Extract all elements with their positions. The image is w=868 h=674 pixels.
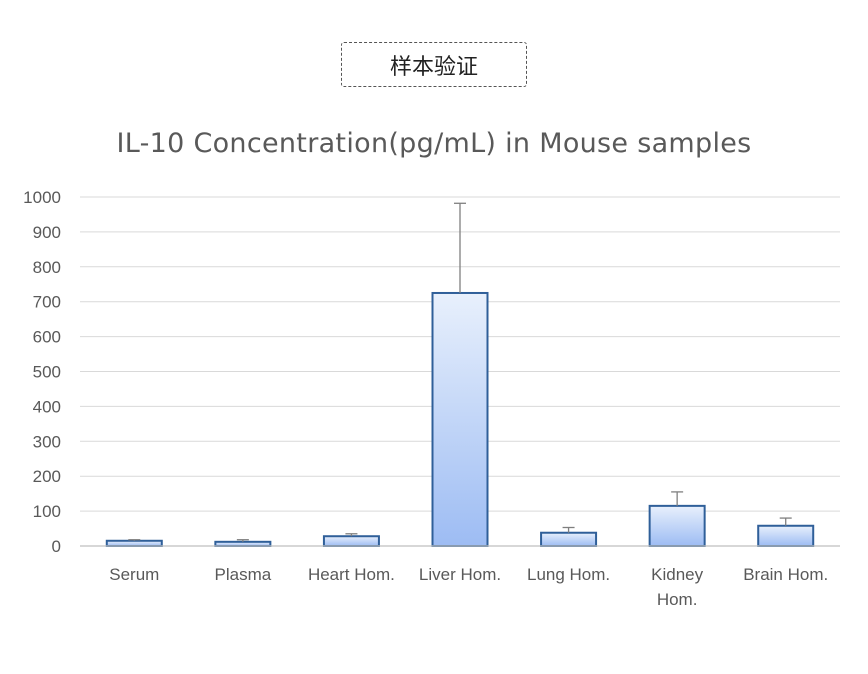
y-tick-label: 700 <box>33 293 61 312</box>
error-bar <box>671 491 684 506</box>
bar <box>648 504 706 547</box>
x-category-label: Heart Hom. <box>308 565 395 584</box>
x-category-label: Lung Hom. <box>527 565 610 584</box>
x-category-label: Liver Hom. <box>419 565 501 584</box>
x-category-label: Hom. <box>657 590 698 609</box>
error-bar <box>562 526 575 533</box>
bars <box>105 291 815 548</box>
x-axis-categories: Serum Plasma Heart Hom. Liver Hom. Lung Hom.… <box>109 565 828 609</box>
y-tick-label: 100 <box>33 502 61 521</box>
error-bar <box>779 517 792 526</box>
error-bar <box>236 539 249 542</box>
y-tick-label: 200 <box>33 467 61 486</box>
y-tick-label: 500 <box>33 363 61 382</box>
y-tick-label: 800 <box>33 258 61 277</box>
sample-validation-badge: 样本验证 <box>341 42 527 87</box>
error-bar <box>345 533 358 537</box>
y-tick-label: 600 <box>33 328 61 347</box>
bar <box>540 531 598 547</box>
bar <box>214 540 272 548</box>
bar <box>322 535 380 548</box>
x-category-label: Kidney <box>651 565 703 584</box>
y-tick-label: 1000 <box>23 188 61 207</box>
error-bar <box>128 539 141 541</box>
chart-title: IL-10 Concentration(pg/mL) in Mouse samp… <box>116 128 752 159</box>
error-bars <box>128 202 792 542</box>
badge-label: 样本验证 <box>389 54 478 80</box>
bar <box>431 291 489 547</box>
y-tick-label: 400 <box>33 397 61 416</box>
y-axis-ticks: 0 100 200 300 400 500 600 700 800 900 1000 <box>23 188 61 556</box>
x-category-label: Serum <box>109 565 159 584</box>
x-category-label: Plasma <box>215 565 272 584</box>
y-tick-label: 300 <box>33 432 61 451</box>
error-bar <box>454 202 466 293</box>
y-tick-label: 900 <box>33 223 61 242</box>
bar <box>105 539 163 548</box>
x-category-label: Brain Hom. <box>743 565 828 584</box>
bar <box>757 524 815 547</box>
y-tick-label: 0 <box>52 537 61 556</box>
